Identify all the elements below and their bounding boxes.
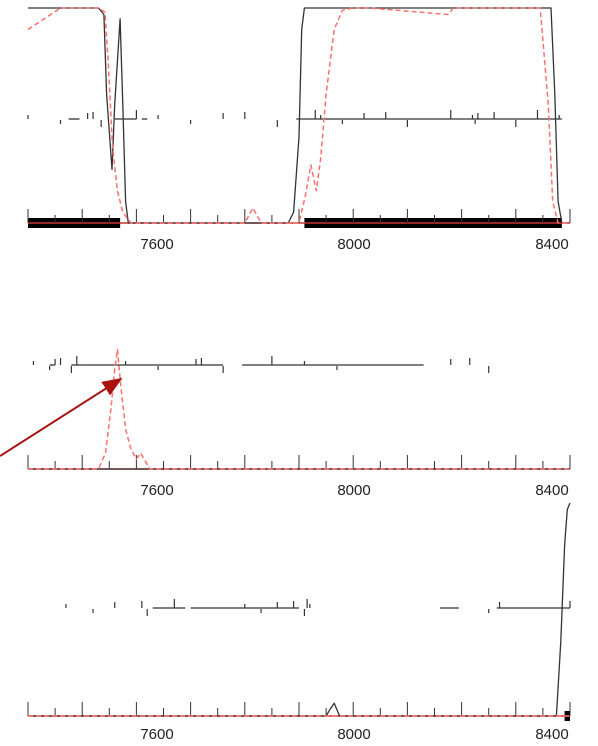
series-line-dashed-red <box>27 7 570 224</box>
annotation-arrow <box>0 377 123 457</box>
x-tick-label: 8400 <box>535 482 568 499</box>
x-tick-label: 7600 <box>140 236 173 253</box>
panel-top: 7600 8000 8400 <box>27 7 571 253</box>
x-tick-label: 7600 <box>140 482 173 499</box>
x-tick-label: 8000 <box>337 726 370 743</box>
panel-middle: 7600 8000 8400 <box>27 348 571 499</box>
x-tick-label: 8000 <box>337 236 370 253</box>
x-tick-label: 7600 <box>140 726 173 743</box>
series-line-solid-black <box>28 7 563 224</box>
x-tick-label: 8400 <box>535 236 568 253</box>
x-tick-label: 8400 <box>535 726 568 743</box>
x-tick-label: 8000 <box>337 482 370 499</box>
annotation-layer <box>0 377 123 457</box>
panel-bottom: 7600 8000 8400 <box>27 502 571 743</box>
